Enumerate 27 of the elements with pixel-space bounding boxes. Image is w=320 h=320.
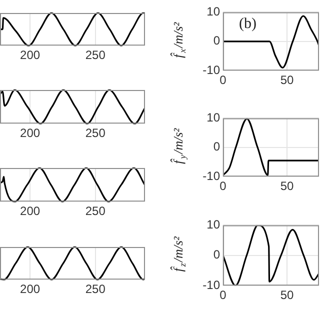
y-tick-label: 10 — [206, 218, 220, 232]
y-tick-label: -10 — [202, 278, 220, 292]
line-series — [223, 15, 319, 68]
x-tick-label: 200 — [20, 48, 40, 62]
y-tick-label: 0 — [213, 248, 220, 262]
line-series — [223, 225, 319, 286]
x-tick-label: 250 — [85, 126, 106, 140]
line-series — [223, 118, 319, 176]
y-axis-title: f̂z/m/s² — [170, 235, 188, 272]
y-axis-title: f̂y/m/s² — [170, 127, 188, 164]
y-axis-title: f̂x/m/s² — [170, 21, 188, 58]
y-tick-label: 10 — [206, 4, 220, 19]
x-tick-label: 200 — [20, 126, 40, 140]
x-tick-label: 250 — [85, 48, 106, 62]
x-tick-label: 50 — [280, 73, 294, 88]
y-tick-label: 0 — [213, 140, 220, 154]
annotation: (b) — [239, 16, 256, 32]
y-tick-label: -10 — [202, 168, 220, 183]
x-tick-label: 200 — [20, 282, 40, 296]
x-tick-label: 200 — [20, 204, 40, 218]
x-tick-label: 50 — [280, 179, 294, 194]
y-tick-label: -10 — [202, 62, 220, 77]
y-tick-label: 10 — [206, 110, 220, 125]
x-tick-label: 50 — [280, 288, 294, 302]
x-tick-label: 250 — [85, 204, 106, 218]
x-tick-label: 250 — [85, 282, 106, 296]
y-tick-label: 0 — [213, 34, 220, 48]
